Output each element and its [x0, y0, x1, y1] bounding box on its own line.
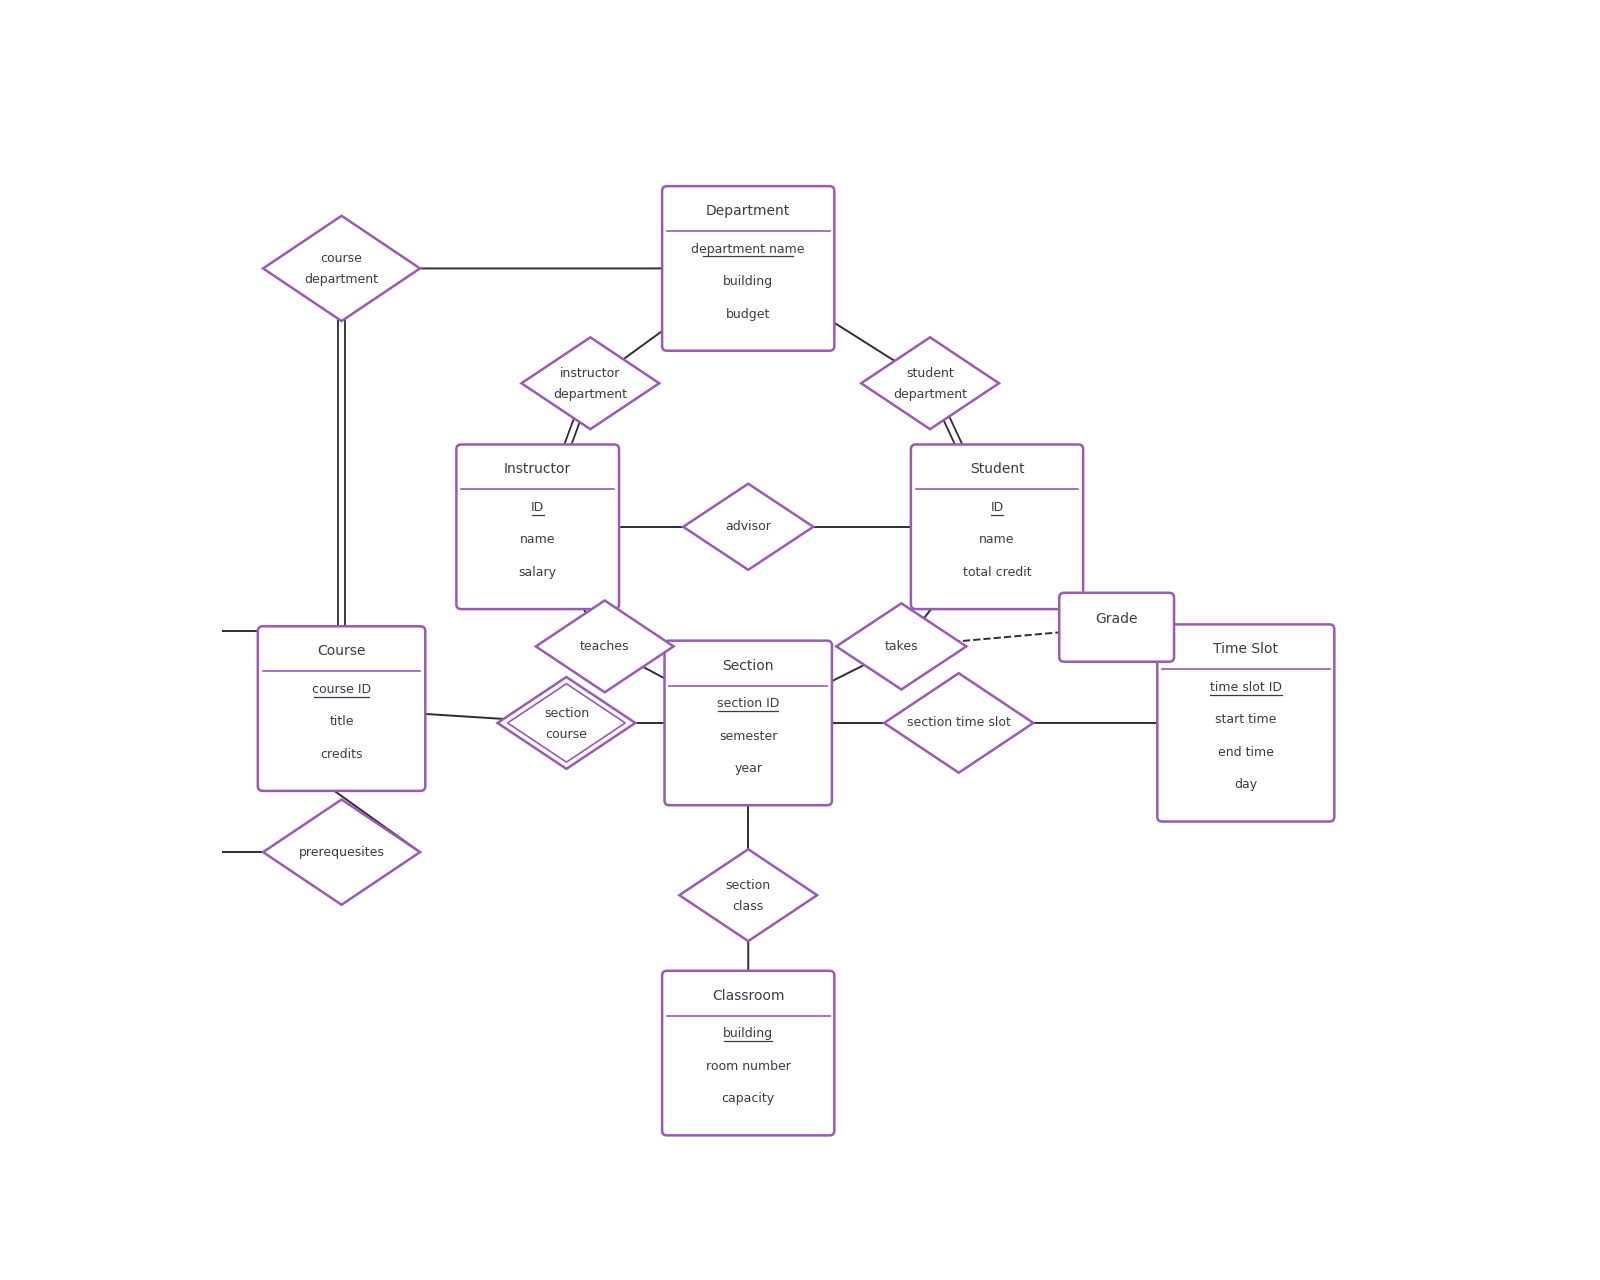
Text: section time slot: section time slot: [907, 717, 1011, 730]
Text: title: title: [330, 716, 354, 728]
Polygon shape: [683, 484, 813, 570]
FancyBboxPatch shape: [1157, 625, 1334, 822]
Text: ID: ID: [531, 500, 544, 513]
Text: end time: end time: [1218, 746, 1274, 759]
Text: credits: credits: [320, 748, 363, 760]
Text: building: building: [723, 1027, 773, 1041]
Text: semester: semester: [718, 730, 778, 742]
FancyBboxPatch shape: [664, 641, 832, 805]
Text: Student: Student: [970, 462, 1024, 476]
FancyBboxPatch shape: [1059, 593, 1174, 662]
Text: class: class: [733, 900, 763, 913]
FancyBboxPatch shape: [662, 970, 834, 1135]
Polygon shape: [262, 216, 421, 321]
Text: building: building: [723, 275, 773, 288]
Text: Grade: Grade: [1096, 612, 1138, 626]
Text: department: department: [304, 274, 379, 287]
Text: Instructor: Instructor: [504, 462, 571, 476]
Text: Department: Department: [706, 204, 790, 218]
Polygon shape: [522, 338, 659, 429]
Text: total credit: total credit: [963, 566, 1032, 579]
Text: takes: takes: [885, 640, 918, 653]
Text: Classroom: Classroom: [712, 988, 784, 1002]
FancyBboxPatch shape: [910, 444, 1083, 609]
Text: student: student: [906, 367, 954, 380]
Text: name: name: [979, 534, 1014, 547]
Text: day: day: [1234, 778, 1258, 791]
Polygon shape: [262, 800, 421, 905]
Text: advisor: advisor: [725, 520, 771, 534]
Polygon shape: [536, 600, 674, 692]
Text: year: year: [734, 762, 762, 776]
Text: section: section: [544, 707, 589, 719]
Text: section: section: [726, 879, 771, 892]
Text: ID: ID: [990, 500, 1003, 513]
Text: Section: Section: [723, 658, 774, 672]
FancyBboxPatch shape: [456, 444, 619, 609]
Text: name: name: [520, 534, 555, 547]
Text: course ID: course ID: [312, 682, 371, 695]
Text: prerequesites: prerequesites: [299, 846, 384, 859]
Polygon shape: [861, 338, 998, 429]
Text: course: course: [320, 252, 363, 265]
Text: salary: salary: [518, 566, 557, 579]
Text: course: course: [546, 728, 587, 741]
Text: teaches: teaches: [579, 640, 629, 653]
Text: Time Slot: Time Slot: [1213, 643, 1278, 657]
Text: Course: Course: [317, 644, 366, 658]
Text: instructor: instructor: [560, 367, 621, 380]
Text: capacity: capacity: [722, 1092, 774, 1105]
Text: time slot ID: time slot ID: [1210, 681, 1282, 694]
Text: room number: room number: [706, 1060, 790, 1073]
Text: department: department: [893, 388, 966, 401]
FancyBboxPatch shape: [258, 626, 426, 791]
Text: budget: budget: [726, 307, 771, 320]
Text: start time: start time: [1214, 713, 1277, 726]
Polygon shape: [498, 677, 635, 769]
FancyBboxPatch shape: [662, 186, 834, 351]
Polygon shape: [837, 603, 966, 690]
Text: section ID: section ID: [717, 698, 779, 710]
Polygon shape: [680, 849, 818, 941]
Text: department name: department name: [691, 242, 805, 256]
Text: department: department: [554, 388, 627, 401]
Polygon shape: [885, 673, 1034, 773]
